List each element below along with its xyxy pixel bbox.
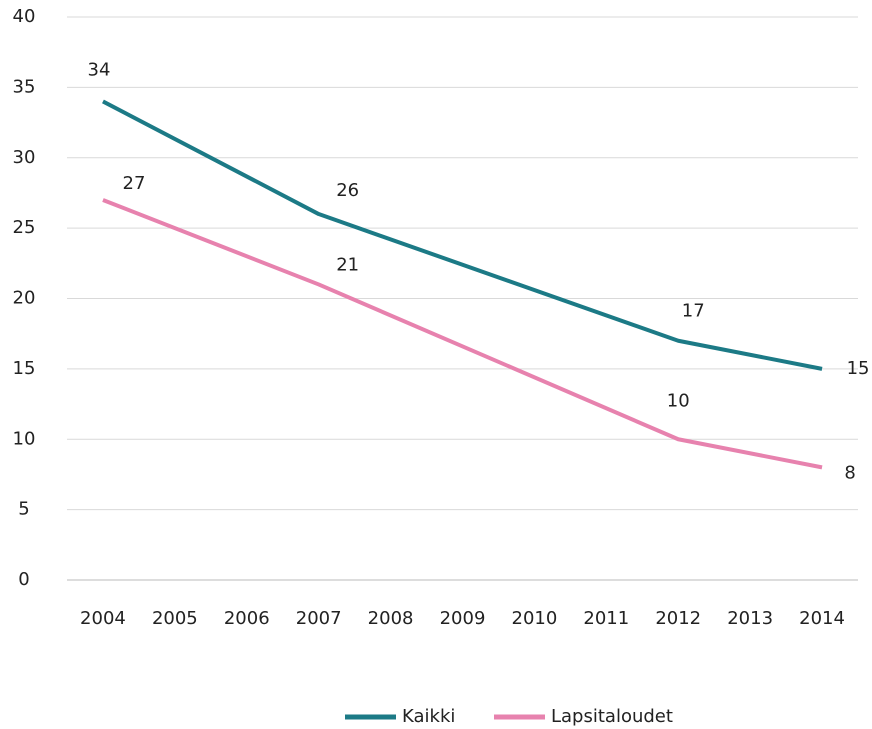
- x-tick-label: 2012: [655, 608, 701, 629]
- x-tick-label: 2011: [583, 608, 629, 629]
- y-tick-label: 0: [18, 569, 29, 590]
- y-tick-label: 30: [13, 147, 36, 168]
- data-label: 27: [123, 173, 146, 194]
- y-tick-label: 15: [13, 358, 36, 379]
- y-tick-label: 20: [13, 288, 36, 309]
- data-label: 8: [844, 462, 855, 483]
- x-tick-label: 2013: [727, 608, 773, 629]
- y-tick-label: 35: [13, 76, 36, 97]
- y-tick-label: 5: [18, 499, 29, 520]
- x-tick-label: 2014: [799, 608, 845, 629]
- line: [102, 99, 823, 371]
- x-tick-label: 2009: [440, 608, 486, 629]
- x-tick-label: 2010: [512, 608, 558, 629]
- data-label: 17: [682, 301, 705, 322]
- data-label: 10: [667, 390, 690, 411]
- y-tick-label: 10: [13, 428, 36, 449]
- y-tick-label: 25: [13, 217, 36, 238]
- legend-label: Kaikki: [402, 706, 455, 727]
- x-tick-label: 2006: [224, 608, 270, 629]
- data-label: 34: [88, 59, 111, 80]
- data-label: 15: [847, 358, 870, 379]
- data-label: 26: [336, 180, 359, 201]
- x-tick-label: 2008: [368, 608, 414, 629]
- y-tick-label: 40: [13, 6, 36, 27]
- x-tick-label: 2004: [80, 608, 126, 629]
- x-tick-label: 2007: [296, 608, 342, 629]
- x-tick-label: 2005: [152, 608, 198, 629]
- data-label: 21: [336, 254, 359, 275]
- line: [102, 198, 823, 470]
- legend-label: Lapsitaloudet: [551, 706, 673, 727]
